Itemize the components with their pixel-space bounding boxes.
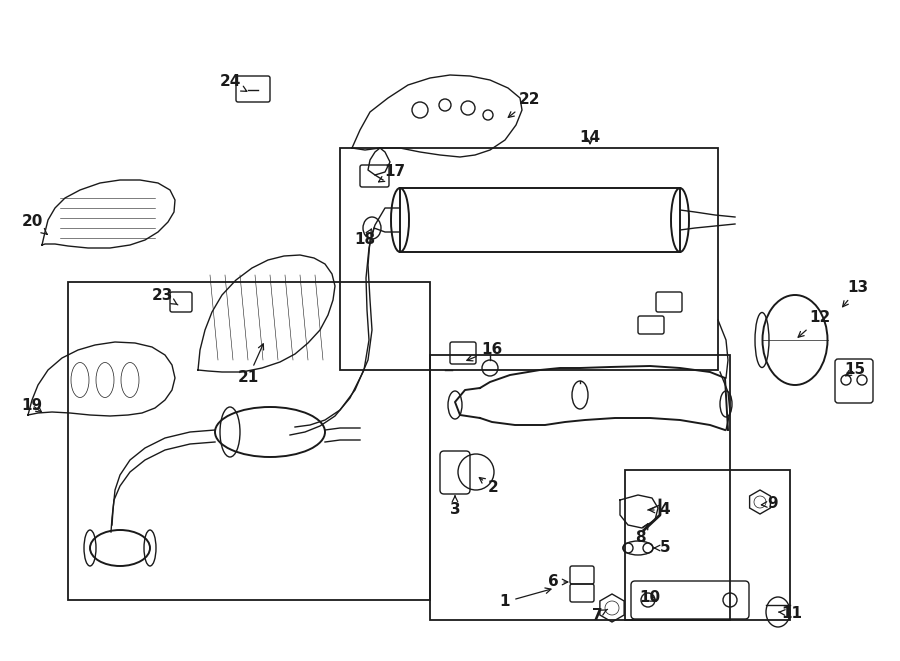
Bar bbox=[68, 282, 430, 600]
Text: 22: 22 bbox=[508, 93, 541, 118]
Text: 9: 9 bbox=[761, 496, 778, 512]
Text: 2: 2 bbox=[480, 477, 499, 496]
Bar bbox=[625, 470, 790, 620]
Text: 1: 1 bbox=[500, 588, 551, 609]
Text: 8: 8 bbox=[634, 524, 648, 545]
Text: 3: 3 bbox=[450, 496, 460, 518]
Bar bbox=[340, 148, 718, 370]
Text: 24: 24 bbox=[220, 75, 247, 91]
Text: 21: 21 bbox=[238, 344, 264, 385]
Text: 12: 12 bbox=[798, 311, 831, 337]
Text: 7: 7 bbox=[591, 607, 608, 623]
Text: 16: 16 bbox=[467, 342, 502, 361]
Text: 18: 18 bbox=[355, 229, 375, 247]
Text: 11: 11 bbox=[778, 605, 803, 621]
Text: 4: 4 bbox=[649, 502, 670, 518]
Text: 19: 19 bbox=[22, 397, 42, 412]
Text: 14: 14 bbox=[580, 130, 600, 145]
Text: 13: 13 bbox=[842, 280, 868, 307]
Bar bbox=[400, 188, 680, 252]
Text: 6: 6 bbox=[547, 574, 568, 590]
Bar bbox=[430, 355, 730, 620]
Text: 15: 15 bbox=[844, 362, 866, 377]
Text: 20: 20 bbox=[22, 215, 47, 234]
Text: 10: 10 bbox=[639, 590, 661, 605]
Text: 5: 5 bbox=[654, 541, 670, 555]
Text: 17: 17 bbox=[379, 165, 406, 182]
Text: 23: 23 bbox=[151, 288, 178, 305]
